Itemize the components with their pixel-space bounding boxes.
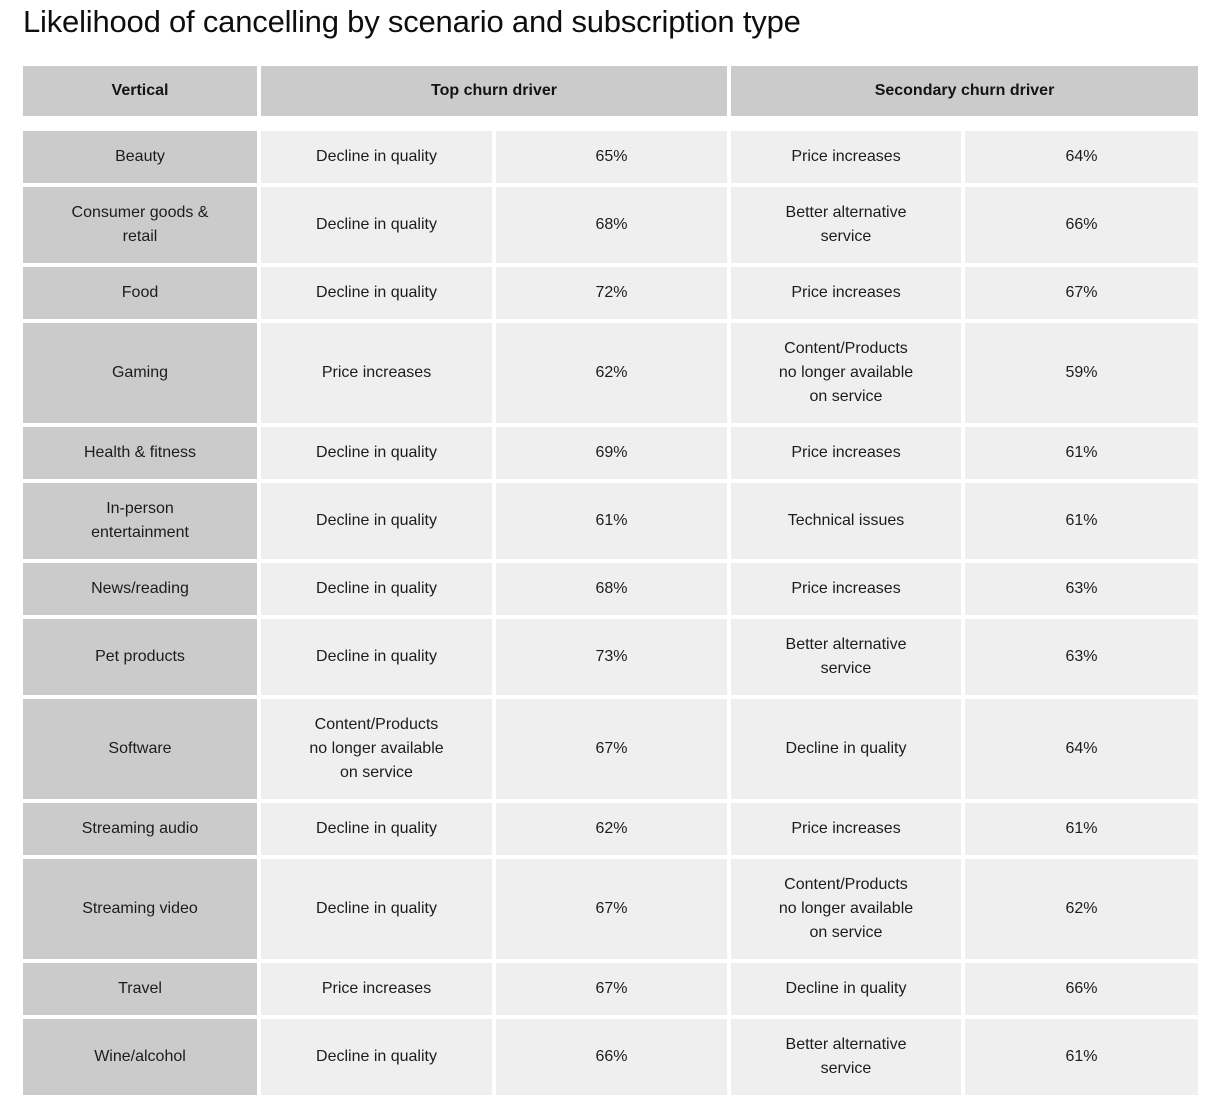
top-churn-driver-pct-cell: 73% [496, 619, 727, 695]
secondary-churn-driver-cell: Price increases [731, 563, 961, 615]
column-header-top-churn-driver: Top churn driver [261, 66, 727, 116]
top-churn-driver-cell: Decline in quality [261, 427, 492, 479]
top-churn-driver-cell: Decline in quality [261, 187, 492, 263]
secondary-churn-driver-pct-cell: 63% [965, 563, 1198, 615]
row-vertical-label: Streaming audio [23, 803, 257, 855]
secondary-churn-driver-cell: Price increases [731, 131, 961, 183]
secondary-churn-driver-cell: Decline in quality [731, 963, 961, 1015]
top-churn-driver-pct-cell: 69% [496, 427, 727, 479]
row-vertical-label: Gaming [23, 323, 257, 423]
table-header: Vertical Top churn driver Secondary chur… [23, 66, 1210, 116]
secondary-churn-driver-pct-cell: 66% [965, 187, 1198, 263]
secondary-churn-driver-cell: Price increases [731, 267, 961, 319]
secondary-churn-driver-cell: Content/Products no longer available on … [731, 323, 961, 423]
top-churn-driver-pct-cell: 68% [496, 187, 727, 263]
secondary-churn-driver-pct-cell: 62% [965, 859, 1198, 959]
secondary-churn-driver-cell: Content/Products no longer available on … [731, 859, 961, 959]
top-churn-driver-cell: Decline in quality [261, 803, 492, 855]
row-vertical-label: News/reading [23, 563, 257, 615]
secondary-churn-driver-cell: Better alternative service [731, 1019, 961, 1095]
top-churn-driver-cell: Price increases [261, 963, 492, 1015]
top-churn-driver-cell: Content/Products no longer available on … [261, 699, 492, 799]
row-vertical-label: Streaming video [23, 859, 257, 959]
secondary-churn-driver-pct-cell: 61% [965, 803, 1198, 855]
secondary-churn-driver-pct-cell: 59% [965, 323, 1198, 423]
secondary-churn-driver-pct-cell: 66% [965, 963, 1198, 1015]
top-churn-driver-cell: Decline in quality [261, 563, 492, 615]
row-vertical-label: Software [23, 699, 257, 799]
top-churn-driver-pct-cell: 67% [496, 699, 727, 799]
column-header-secondary-churn-driver: Secondary churn driver [731, 66, 1198, 116]
secondary-churn-driver-cell: Price increases [731, 803, 961, 855]
top-churn-driver-pct-cell: 72% [496, 267, 727, 319]
top-churn-driver-cell: Decline in quality [261, 619, 492, 695]
secondary-churn-driver-cell: Better alternative service [731, 619, 961, 695]
row-vertical-label: In-person entertainment [23, 483, 257, 559]
top-churn-driver-pct-cell: 61% [496, 483, 727, 559]
top-churn-driver-pct-cell: 65% [496, 131, 727, 183]
secondary-churn-driver-cell: Technical issues [731, 483, 961, 559]
secondary-churn-driver-cell: Price increases [731, 427, 961, 479]
page-title: Likelihood of cancelling by scenario and… [23, 4, 801, 39]
top-churn-driver-pct-cell: 67% [496, 859, 727, 959]
secondary-churn-driver-pct-cell: 64% [965, 131, 1198, 183]
top-churn-driver-pct-cell: 66% [496, 1019, 727, 1095]
top-churn-driver-cell: Decline in quality [261, 483, 492, 559]
column-header-vertical: Vertical [23, 66, 257, 116]
top-churn-driver-cell: Decline in quality [261, 1019, 492, 1095]
top-churn-driver-cell: Decline in quality [261, 131, 492, 183]
row-vertical-label: Health & fitness [23, 427, 257, 479]
secondary-churn-driver-pct-cell: 61% [965, 1019, 1198, 1095]
row-vertical-label: Pet products [23, 619, 257, 695]
table-body: Beauty Decline in quality 65% Price increas… [23, 131, 1210, 1095]
top-churn-driver-pct-cell: 67% [496, 963, 727, 1015]
top-churn-driver-cell: Decline in quality [261, 859, 492, 959]
top-churn-driver-pct-cell: 62% [496, 323, 727, 423]
secondary-churn-driver-cell: Better alternative service [731, 187, 961, 263]
row-vertical-label: Consumer goods & retail [23, 187, 257, 263]
row-vertical-label: Wine/alcohol [23, 1019, 257, 1095]
secondary-churn-driver-pct-cell: 61% [965, 427, 1198, 479]
secondary-churn-driver-pct-cell: 63% [965, 619, 1198, 695]
top-churn-driver-cell: Price increases [261, 323, 492, 423]
top-churn-driver-cell: Decline in quality [261, 267, 492, 319]
row-vertical-label: Beauty [23, 131, 257, 183]
row-vertical-label: Travel [23, 963, 257, 1015]
top-churn-driver-pct-cell: 62% [496, 803, 727, 855]
secondary-churn-driver-pct-cell: 64% [965, 699, 1198, 799]
secondary-churn-driver-cell: Decline in quality [731, 699, 961, 799]
secondary-churn-driver-pct-cell: 61% [965, 483, 1198, 559]
top-churn-driver-pct-cell: 68% [496, 563, 727, 615]
row-vertical-label: Food [23, 267, 257, 319]
secondary-churn-driver-pct-cell: 67% [965, 267, 1198, 319]
